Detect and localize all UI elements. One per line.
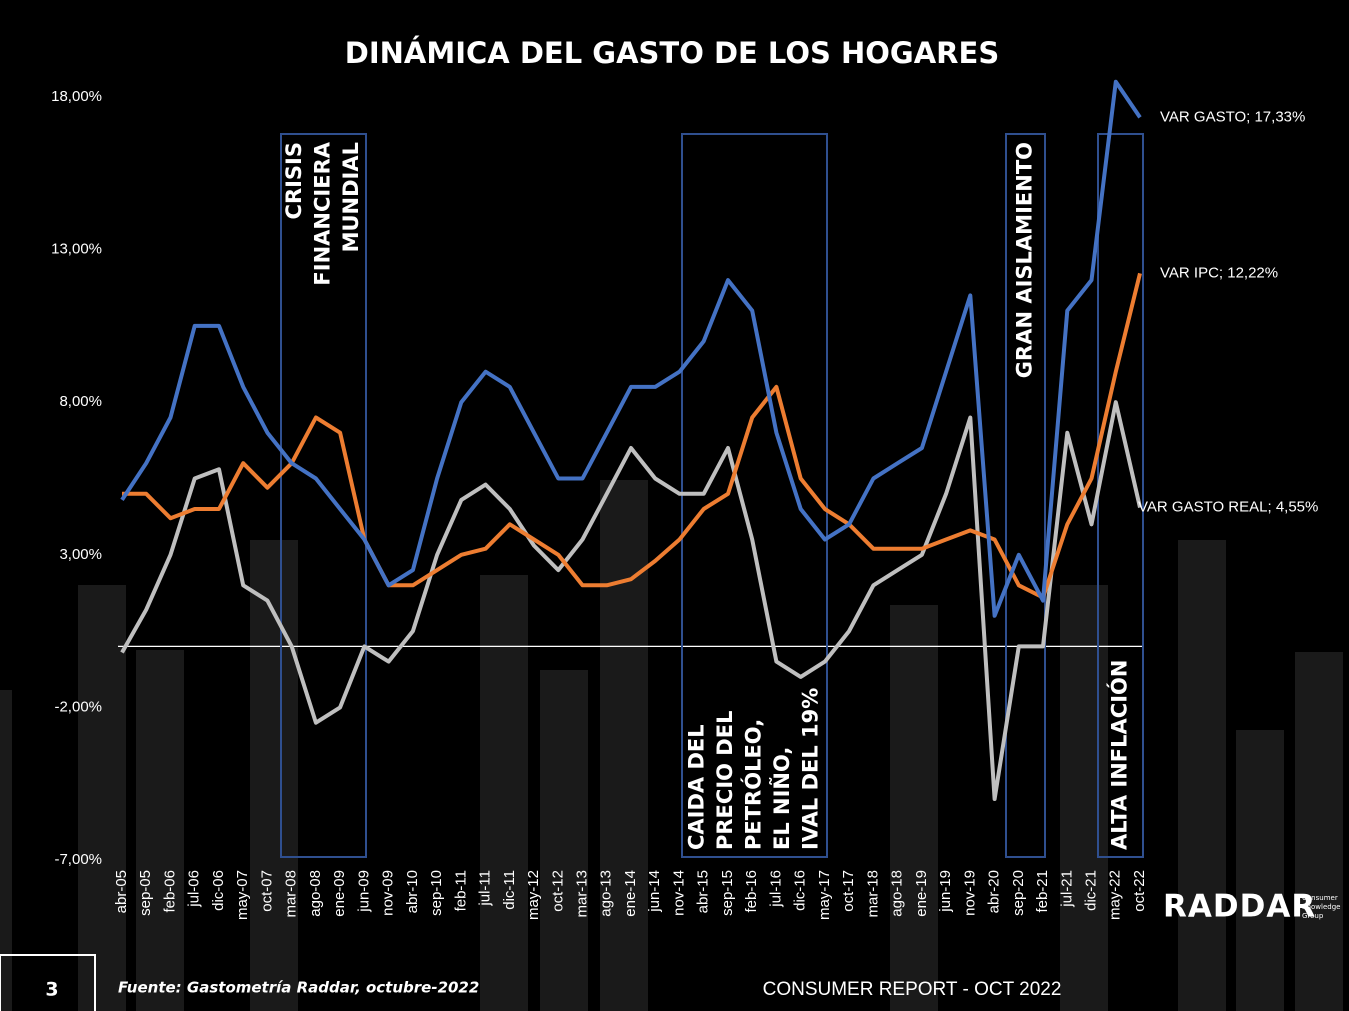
- x-tick-label: sep-15: [719, 870, 736, 916]
- end-label: VAR IPC; 12,22%: [1160, 264, 1278, 281]
- x-tick-label: oct-17: [840, 870, 857, 912]
- x-tick-label: jun-19: [937, 870, 954, 913]
- x-tick-label: sep-05: [137, 870, 154, 916]
- x-tick-label: ene-14: [622, 870, 639, 917]
- x-tick-label: may-17: [816, 870, 833, 920]
- source: Fuente: Gastometría Raddar, octubre-2022: [118, 979, 479, 997]
- x-tick-label: dic-11: [501, 870, 518, 910]
- x-tick-label: oct-22: [1131, 870, 1148, 912]
- annotation-text: CAIDA DEL: [685, 724, 709, 850]
- x-tick-label: abr-10: [404, 870, 421, 913]
- y-tick-label: 3,00%: [59, 546, 102, 563]
- x-tick-label: mar-13: [573, 870, 590, 918]
- logo-sub: Knowledge: [1302, 903, 1340, 911]
- y-tick-label: 18,00%: [51, 88, 102, 105]
- x-tick-label: ene-09: [331, 870, 348, 917]
- series-line: [120, 400, 1142, 801]
- x-tick-label: ago-13: [598, 870, 615, 917]
- x-tick-label: dic-06: [210, 870, 227, 911]
- end-label: VAR GASTO REAL; 4,55%: [1138, 498, 1318, 515]
- annotation-text: IVAL DEL 19%: [799, 688, 823, 850]
- x-tick-label: dic-21: [1082, 870, 1099, 911]
- annotation-text: CRISIS: [282, 142, 306, 219]
- logo: RADDAR: [1163, 889, 1316, 925]
- annotation-box: [1005, 133, 1046, 858]
- x-tick-label: feb-11: [452, 870, 469, 911]
- page-number: 3: [45, 979, 58, 1001]
- x-tick-label: may-12: [525, 870, 542, 920]
- y-tick-label: -7,00%: [54, 851, 102, 868]
- x-tick-label: feb-16: [743, 870, 760, 913]
- x-tick-label: feb-21: [1034, 870, 1051, 913]
- annotation-box: [280, 133, 367, 858]
- x-tick-label: oct-07: [258, 870, 275, 912]
- x-tick-label: ago-18: [889, 870, 906, 917]
- x-tick-label: nov-19: [961, 870, 978, 916]
- plot: -7,00% -2,00% 3,00% 8,00% 13,00% 18,00% abr-05…: [51, 79, 1318, 920]
- page-box: [0, 954, 96, 1011]
- x-tick-label: jun-09: [355, 870, 372, 913]
- x-tick-label: mar-18: [864, 870, 881, 918]
- y-tick-label: -2,00%: [54, 698, 102, 715]
- decor-bars: [0, 480, 1343, 1011]
- x-tick-label: sep-20: [1010, 870, 1027, 916]
- x-tick-label: nov-09: [380, 870, 397, 916]
- x-tick-label: ago-08: [307, 870, 324, 917]
- y-tick-label: 8,00%: [59, 393, 102, 410]
- x-tick-label: oct-12: [549, 870, 566, 912]
- x-tick-label: mar-08: [283, 870, 300, 918]
- x-tick-label: sep-10: [428, 870, 445, 916]
- annotation-text: PETRÓLEO,: [741, 719, 766, 850]
- x-tick-label: jul-16: [767, 870, 784, 908]
- y-tick-label: 13,00%: [51, 241, 102, 258]
- annotation-text: FINANCIERA: [311, 141, 335, 285]
- x-tick-label: jun-14: [646, 870, 663, 913]
- x-tick-label: ene-19: [913, 870, 930, 917]
- x-tick-label: nov-14: [670, 870, 687, 916]
- annotation-text: EL NIÑO,: [769, 747, 794, 850]
- x-tick-label: jul-21: [1058, 870, 1075, 908]
- x-tick-label: may-07: [234, 870, 251, 920]
- annotation-text: MUNDIAL: [339, 142, 363, 252]
- annotation-text: PRECIO DEL: [713, 711, 737, 850]
- x-tick-label: may-22: [1107, 870, 1124, 920]
- chart-title: DINÁMICA DEL GASTO DE LOS HOGARES: [345, 36, 999, 70]
- x-tick-label: jul-06: [186, 870, 203, 908]
- logo-sub: Consumer: [1302, 894, 1338, 902]
- x-tick-label: abr-15: [695, 870, 712, 913]
- x-tick-label: abr-20: [986, 870, 1003, 913]
- logo-sub: Group: [1302, 912, 1324, 920]
- end-label: VAR GASTO; 17,33%: [1160, 108, 1305, 125]
- report-label: CONSUMER REPORT - OCT 2022: [763, 979, 1062, 1000]
- x-tick-label: feb-06: [161, 870, 178, 913]
- annotation-text: ALTA INFLACIÓN: [1107, 660, 1132, 850]
- x-tick-label: dic-16: [792, 870, 809, 911]
- x-tick-label: jul-11: [477, 870, 494, 907]
- x-tick-label: abr-05: [113, 870, 130, 913]
- series-line: [120, 79, 1142, 618]
- annotation-text: GRAN AISLAMIENTO: [1013, 142, 1037, 378]
